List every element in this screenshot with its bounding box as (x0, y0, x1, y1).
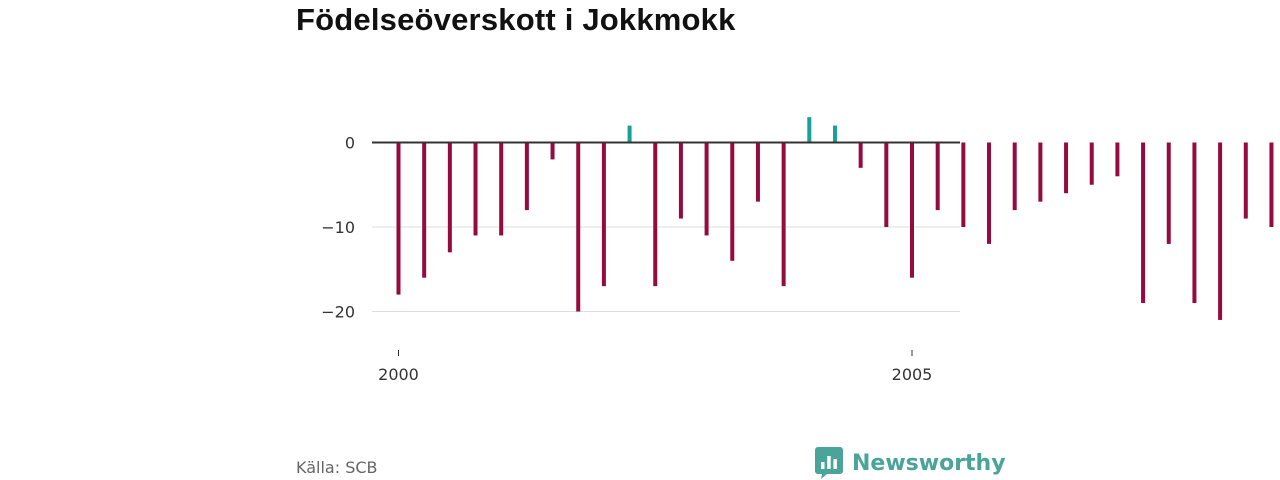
bar (678, 142, 683, 219)
bar (1166, 142, 1171, 244)
bar (601, 142, 606, 287)
x-tick-label: 2005 (892, 365, 933, 384)
bar (935, 142, 940, 211)
bar (524, 142, 529, 211)
bar (987, 142, 992, 244)
axes: 0−10−20200020052010201520202025 (321, 134, 960, 384)
bar (832, 125, 837, 143)
bar (1141, 142, 1146, 304)
source-label: Källa: SCB (296, 458, 378, 477)
y-tick-label: −10 (321, 218, 355, 237)
bar (1192, 142, 1197, 304)
bar (1269, 142, 1274, 227)
bar (447, 142, 452, 253)
bar (807, 117, 812, 143)
bar (422, 142, 427, 278)
bar (550, 142, 555, 160)
bars (396, 117, 1274, 320)
bar (1218, 142, 1223, 320)
bar (704, 142, 709, 236)
bar (858, 142, 863, 168)
bar (910, 142, 914, 278)
bar (473, 142, 478, 236)
y-tick-label: −20 (321, 303, 355, 322)
bar (781, 142, 786, 287)
y-tick-label: 0 (345, 134, 355, 153)
bar (627, 125, 632, 143)
bar (1064, 142, 1069, 194)
newsworthy-logo-icon (815, 447, 843, 479)
brand-name: Newsworthy (852, 450, 1006, 476)
bar (755, 142, 760, 202)
bar (396, 142, 401, 295)
bar (1038, 142, 1043, 202)
brand-logo: Newsworthy (815, 447, 1006, 479)
x-tick-label: 2000 (378, 365, 419, 384)
bar (653, 142, 658, 287)
bar (961, 142, 966, 227)
bar (1115, 142, 1120, 177)
bar (730, 142, 735, 261)
bar (1012, 142, 1017, 211)
chart-title: Födelseöverskott i Jokkmokk (296, 2, 736, 37)
bar (884, 142, 889, 227)
bar (576, 142, 581, 312)
grid-lines (372, 226, 960, 312)
bar (1243, 142, 1248, 219)
bar (1089, 142, 1094, 185)
bar (499, 142, 504, 236)
